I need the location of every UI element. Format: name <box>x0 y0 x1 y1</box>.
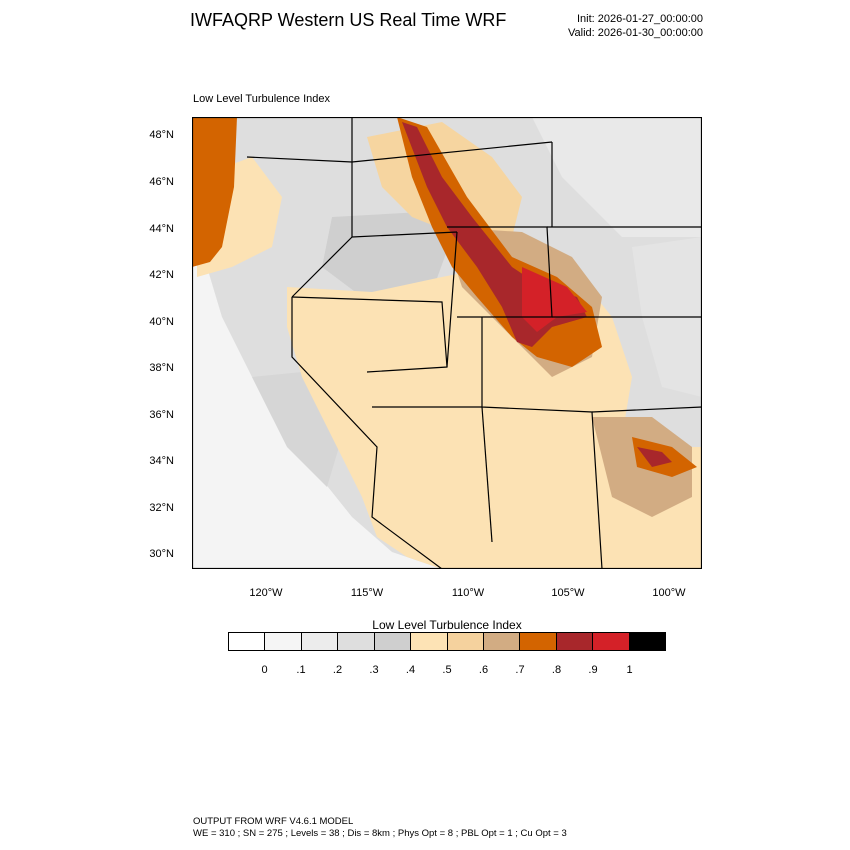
colorbar-label: .2 <box>332 664 343 676</box>
red-south <box>637 447 672 467</box>
valid-time: Valid: 2026-01-30_00:00:00 <box>568 27 703 39</box>
lat-label-48: 48°N <box>149 129 174 141</box>
lat-label-40: 40°N <box>149 316 174 328</box>
lon-label-110: 110°W <box>451 587 485 599</box>
lat-label-42: 42°N <box>149 269 174 281</box>
model-info-line1: OUTPUT FROM WRF V4.6.1 MODEL <box>193 816 354 827</box>
colorbar-label: .4 <box>405 664 416 676</box>
colorbar-box <box>556 633 594 650</box>
colorbar-label: .7 <box>515 664 525 676</box>
lat-label-38: 38°N <box>149 362 174 374</box>
gray-pocket-3 <box>532 117 702 237</box>
state-borders <box>246 117 702 569</box>
colorbar-label: .3 <box>369 664 379 676</box>
colorbar-label: .5 <box>442 664 452 676</box>
page-title: IWFAQRP Western US Real Time WRF <box>190 10 507 30</box>
colorbar-box <box>374 633 412 650</box>
lon-label-100: 100°W <box>652 587 686 599</box>
colorbar-label: .9 <box>588 664 598 676</box>
lat-label-34: 34°N <box>149 455 174 467</box>
colorbar <box>228 632 666 651</box>
red-core <box>522 267 587 332</box>
lon-label-115: 115°W <box>350 587 384 599</box>
lat-label-30: 30°N <box>149 548 174 560</box>
lat-label-46: 46°N <box>149 176 174 188</box>
colorbar-label: .6 <box>478 664 489 676</box>
colorbar-box <box>447 633 484 650</box>
colorbar-label: 1 <box>626 664 633 676</box>
orange-coast <box>192 117 237 267</box>
map-frame <box>192 117 702 569</box>
colorbar-label: .1 <box>296 664 306 676</box>
lat-label-44: 44°N <box>149 223 174 235</box>
colorbar-box <box>629 633 666 650</box>
colorbar-box <box>520 633 557 650</box>
colorbar-title: Low Level Turbulence Index <box>372 618 522 632</box>
colorbar-box <box>265 633 302 650</box>
colorbar-box <box>593 633 630 650</box>
panel-subtitle: Low Level Turbulence Index <box>193 93 330 105</box>
lat-label-32: 32°N <box>149 502 174 514</box>
colorbar-box <box>301 633 339 650</box>
model-info-line2: WE = 310 ; SN = 275 ; Levels = 38 ; Dis … <box>193 828 567 839</box>
colorbar-box <box>411 633 448 650</box>
lon-label-120: 120°W <box>249 587 283 599</box>
lat-label-36: 36°N <box>149 409 174 421</box>
colorbar-label: 0 <box>261 664 268 676</box>
turbulence-map <box>192 117 702 569</box>
colorbar-label: .8 <box>551 664 562 676</box>
colorbar-box <box>483 633 521 650</box>
colorbar-box <box>229 633 266 650</box>
init-time: Init: 2026-01-27_00:00:00 <box>577 13 703 25</box>
lon-label-105: 105°W <box>551 587 585 599</box>
colorbar-box <box>338 633 375 650</box>
